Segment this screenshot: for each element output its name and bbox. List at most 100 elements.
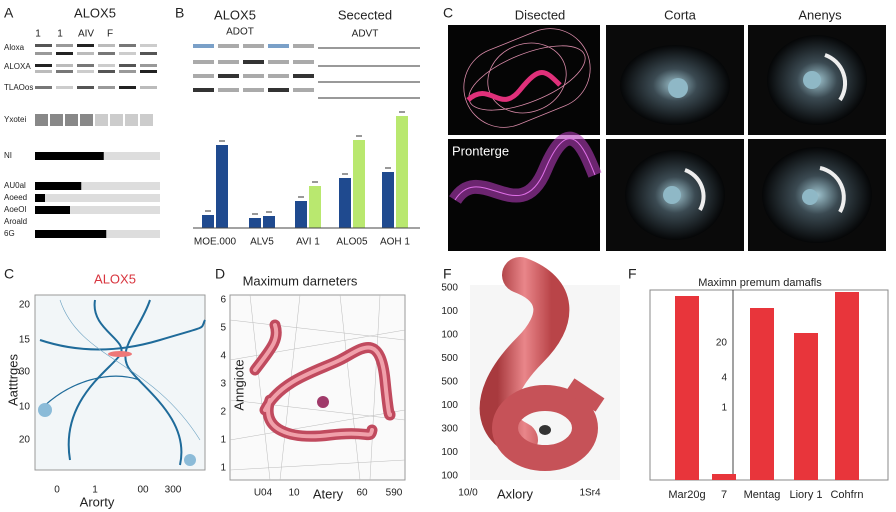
panel-letter: C xyxy=(443,5,453,21)
bar xyxy=(353,140,365,228)
panel-title: ALOX5 xyxy=(214,7,256,22)
blot xyxy=(218,74,239,78)
bar xyxy=(382,172,394,228)
image-label: Pronterge xyxy=(452,143,509,158)
blot xyxy=(243,44,264,48)
bar-label: Aroald xyxy=(4,217,27,226)
row-label: ALOXA xyxy=(4,62,31,71)
x-tick-label: Cohfrn xyxy=(830,489,863,501)
blot xyxy=(35,114,48,126)
y-tick-label: 30 xyxy=(19,367,31,378)
y-tick-label: 15 xyxy=(19,335,31,346)
x-tick-label: 1 xyxy=(92,485,98,496)
bar xyxy=(712,474,736,480)
bar xyxy=(202,215,214,228)
bar xyxy=(295,201,307,228)
x-axis-label: Atery xyxy=(313,486,344,501)
blot xyxy=(119,70,136,73)
panel-title: ALOX5 xyxy=(74,5,116,20)
y-tick-label: 2 xyxy=(220,407,226,418)
x-tick-label: 10 xyxy=(288,488,300,499)
panel-title: Secected xyxy=(338,7,392,22)
x-tick-label: Mar20g xyxy=(668,489,705,501)
y-tick-label: 100 xyxy=(441,306,458,317)
y-tick-label: 100 xyxy=(441,447,458,458)
blot xyxy=(56,44,73,47)
blot xyxy=(35,70,52,73)
x-tick-label: 7 xyxy=(721,489,727,501)
x-tick-label: 0 xyxy=(54,485,60,496)
column-label: F xyxy=(107,29,113,40)
blot xyxy=(268,60,289,64)
bar xyxy=(216,145,228,228)
y-axis-label: Anngiote xyxy=(231,359,246,410)
blot xyxy=(243,74,264,78)
x-tick-label: MOE.000 xyxy=(194,237,237,248)
blot xyxy=(56,52,73,55)
blot xyxy=(218,60,239,64)
bar-track xyxy=(35,206,160,214)
plot-area xyxy=(229,294,406,481)
blot xyxy=(293,60,314,64)
blot xyxy=(140,44,157,47)
bar xyxy=(35,152,104,160)
x-tick-label: 590 xyxy=(386,488,403,499)
panel-letter: D xyxy=(215,266,225,282)
blot xyxy=(268,44,289,48)
blot xyxy=(243,88,264,92)
image-label: Anenys xyxy=(798,7,842,22)
panel-letter: F xyxy=(628,266,637,282)
bar xyxy=(835,292,859,480)
y-tick-label: 100 xyxy=(441,471,458,482)
blot xyxy=(193,74,214,78)
bar-label: AU0al xyxy=(4,181,26,190)
blot xyxy=(293,74,314,78)
row-label: Aloxa xyxy=(4,43,25,52)
panel-letter: C xyxy=(4,266,14,282)
y-tick-label: 100 xyxy=(441,330,458,341)
y-tick-label: 4 xyxy=(721,373,727,384)
y-tick-label: 500 xyxy=(441,283,458,294)
blot xyxy=(77,44,94,47)
blot xyxy=(98,44,115,47)
subtitle: ADOT xyxy=(226,27,254,38)
image xyxy=(448,25,600,135)
bar xyxy=(249,218,261,228)
x-tick-label: ALO05 xyxy=(336,237,368,248)
blot xyxy=(50,114,63,126)
subtitle: ADVT xyxy=(352,29,379,40)
bar xyxy=(263,216,275,228)
blot xyxy=(140,70,157,73)
column-label: AIV xyxy=(78,29,94,40)
y-tick-label: 500 xyxy=(441,353,458,364)
column-label: 1 xyxy=(35,29,41,40)
bar-label: 6G xyxy=(4,229,15,238)
blot xyxy=(218,88,239,92)
bar-label: NI xyxy=(4,151,12,160)
y-tick-label: 1 xyxy=(220,463,226,474)
bar xyxy=(396,116,408,228)
blot xyxy=(77,86,94,89)
y-tick-label: 10 xyxy=(19,402,31,413)
blot xyxy=(119,44,136,47)
panel-letter: B xyxy=(175,5,184,21)
bar xyxy=(35,230,107,238)
blot xyxy=(193,60,214,64)
y-tick-label: 20 xyxy=(19,300,31,311)
x-tick-label: Mentag xyxy=(744,489,781,501)
blot xyxy=(77,64,94,67)
plot-area xyxy=(34,294,206,471)
blot xyxy=(268,88,289,92)
blot xyxy=(140,86,157,89)
panel-letter: A xyxy=(4,5,14,21)
panel-letter: F xyxy=(443,266,452,282)
bar-track xyxy=(35,194,160,202)
vessel xyxy=(249,319,396,442)
blot xyxy=(193,44,214,48)
blot xyxy=(65,114,78,126)
blot xyxy=(98,52,115,55)
y-tick-label: 6 xyxy=(220,295,226,306)
blot xyxy=(110,114,123,126)
wireframe xyxy=(449,28,602,205)
